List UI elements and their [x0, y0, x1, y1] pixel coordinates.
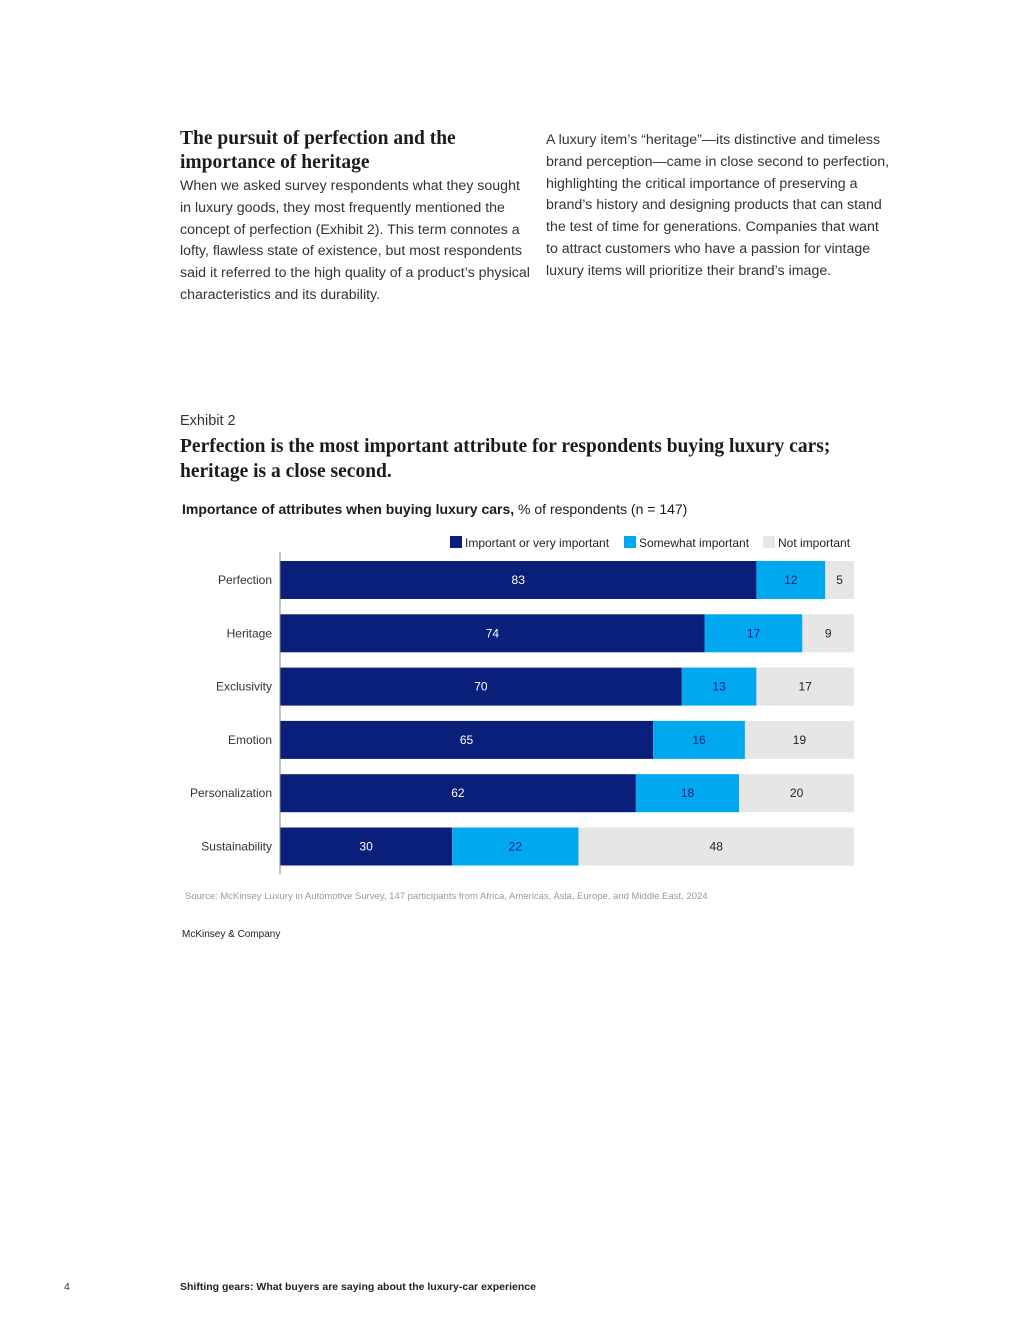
category-label-perfection: Perfection: [218, 573, 272, 587]
bar-personalization-not-important: [739, 774, 854, 813]
bar-perfection-important: [280, 561, 757, 599]
left-paragraph: When we asked survey respondents what th…: [180, 178, 530, 303]
value-label-exclusivity-somewhat: 13: [712, 680, 726, 694]
value-label-exclusivity-important: 70: [474, 680, 488, 694]
bar-perfection-somewhat: [756, 561, 826, 599]
bar-sustainability-important: [280, 827, 453, 866]
legend-swatch-not-important: [763, 536, 775, 548]
exhibit-title: Perfection is the most important attribu…: [180, 436, 831, 482]
value-label-perfection-not-important: 5: [836, 573, 843, 587]
section-heading: The pursuit of perfection and the import…: [180, 128, 456, 173]
bar-personalization-important: [280, 774, 636, 813]
chart-subtitle-bold: Importance of attributes when buying lux…: [182, 501, 515, 517]
chart-legend: Important or very important Somewhat impo…: [450, 536, 851, 550]
value-label-personalization-important: 62: [451, 786, 465, 800]
bar-sustainability-somewhat: [452, 827, 579, 866]
value-label-heritage-important: 74: [486, 626, 500, 640]
right-paragraph: A luxury item’s “heritage”—its distincti…: [546, 132, 890, 279]
value-label-sustainability-somewhat: 22: [509, 840, 523, 854]
bar-exclusivity-somewhat: [681, 667, 757, 706]
bar-exclusivity-not-important: [756, 667, 854, 706]
bar-emotion-somewhat: [653, 720, 745, 759]
brand-name: McKinsey & Company: [182, 929, 281, 940]
chart-bars: 83 12 5 74 17 9 70 13 17 65 16 19 62 18 20 30 22 48: [280, 561, 854, 866]
bar-emotion-not-important: [744, 720, 854, 759]
bar-perfection-not-important: [825, 561, 854, 599]
footer-title: Shifting gears: What buyers are saying a…: [180, 1281, 536, 1293]
category-label-sustainability: Sustainability: [201, 840, 272, 854]
value-label-perfection-somewhat: 12: [784, 573, 798, 587]
category-label-personalization: Personalization: [190, 786, 272, 800]
legend-label-not-important: Not important: [778, 536, 851, 550]
value-label-emotion-important: 65: [460, 733, 474, 747]
page-number: 4: [64, 1281, 70, 1293]
source-note: Source: McKinsey Luxury in Automotive Su…: [185, 891, 708, 902]
bar-exclusivity-important: [280, 667, 682, 706]
category-label-heritage: Heritage: [227, 626, 273, 640]
category-label-emotion: Emotion: [228, 733, 272, 747]
legend-swatch-somewhat: [624, 536, 636, 548]
legend-label-somewhat: Somewhat important: [639, 536, 750, 550]
stacked-bar-chart: Important or very important Somewhat impo…: [190, 536, 854, 874]
bar-heritage-not-important: [802, 614, 854, 653]
bar-heritage-important: [280, 614, 705, 653]
legend-swatch-important: [450, 536, 462, 548]
value-label-emotion-not-important: 19: [793, 733, 807, 747]
value-label-heritage-not-important: 9: [825, 626, 832, 640]
bar-emotion-important: [280, 720, 654, 759]
value-label-perfection-important: 83: [512, 573, 526, 587]
value-label-personalization-not-important: 20: [790, 786, 804, 800]
value-label-sustainability-not-important: 48: [710, 840, 724, 854]
value-label-personalization-somewhat: 18: [681, 786, 695, 800]
bar-sustainability-not-important: [578, 827, 854, 866]
bar-heritage-somewhat: [704, 614, 803, 653]
category-label-exclusivity: Exclusivity: [216, 680, 272, 694]
value-label-sustainability-important: 30: [359, 840, 373, 854]
value-label-emotion-somewhat: 16: [692, 733, 706, 747]
value-label-exclusivity-not-important: 17: [799, 680, 813, 694]
chart-category-labels: Perfection Heritage Exclusivity Emotion Pers…: [190, 573, 272, 854]
exhibit-label: Exhibit 2: [180, 413, 236, 429]
legend-label-important: Important or very important: [465, 536, 610, 550]
chart-subtitle: Importance of attributes when buying lux…: [182, 501, 687, 517]
chart-subtitle-rest: % of respondents (n = 147): [514, 501, 688, 517]
bar-personalization-somewhat: [635, 774, 740, 813]
value-label-heritage-somewhat: 17: [747, 626, 761, 640]
